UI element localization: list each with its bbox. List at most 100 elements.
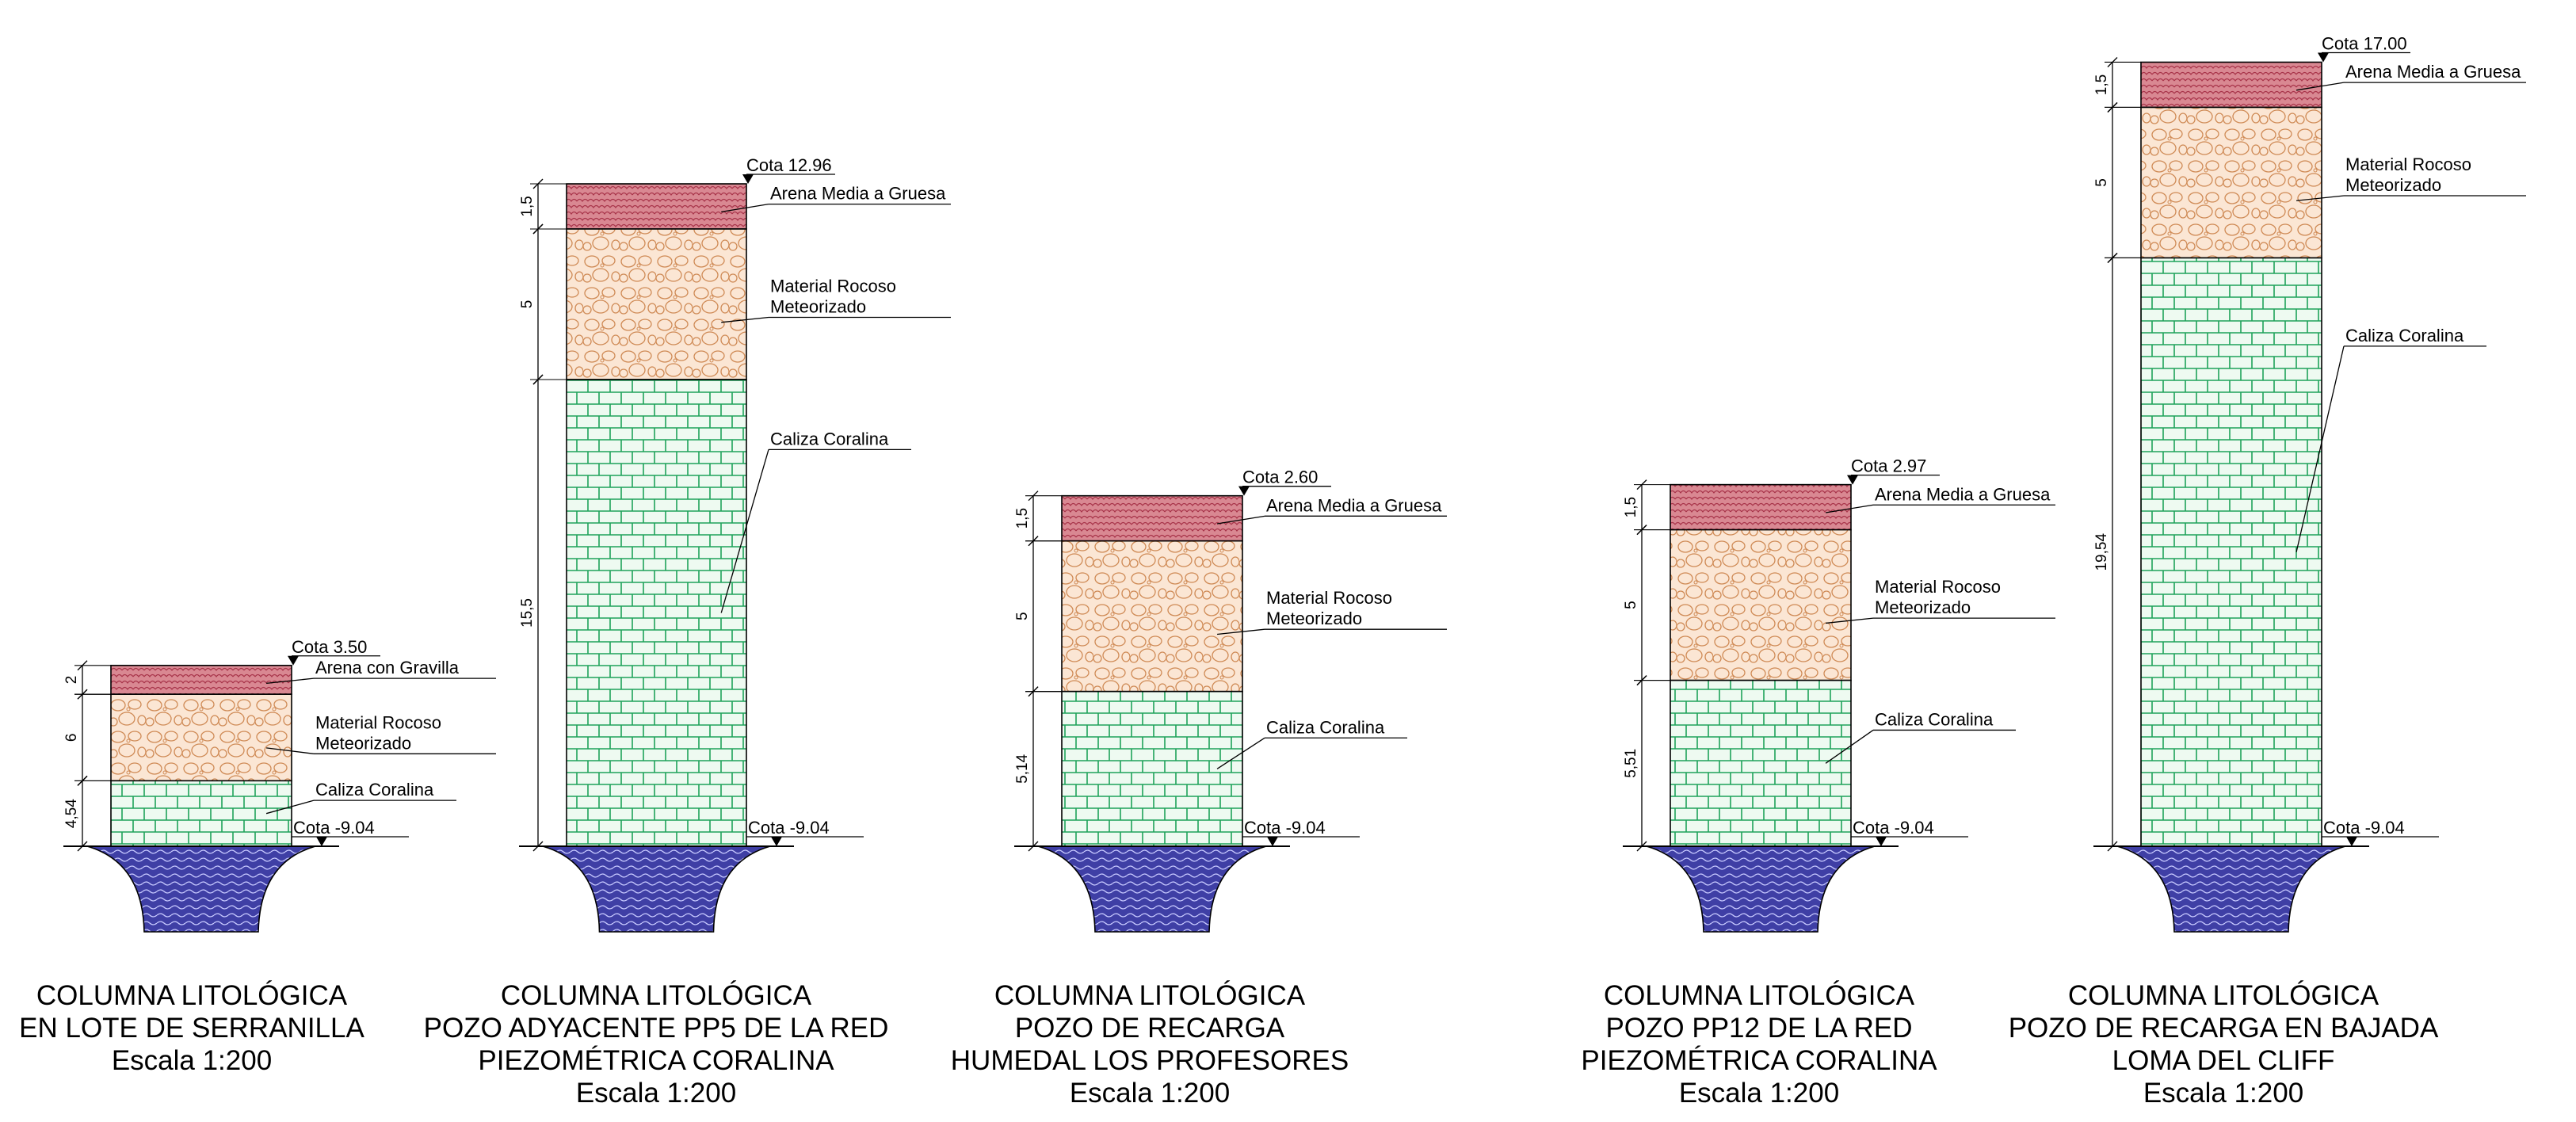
leader-line (1217, 628, 1265, 635)
leader-line (266, 677, 315, 684)
column-caption-line: COLUMNA LITOLÓGICA (994, 980, 1306, 1011)
layer-material (2140, 106, 2322, 259)
layer-name-label: Arena Media a Gruesa (2345, 62, 2521, 82)
elevation-marker (1267, 837, 1278, 846)
layer-name-label: Meteorizado (1875, 597, 1971, 617)
bottom-elevation-label: Cota -9.04 (2323, 818, 2405, 838)
layer-thickness-label: 5 (1014, 612, 1031, 620)
dimension-tick (1028, 686, 1039, 697)
column-caption-line: PIEZOMÉTRICA CORALINA (1581, 1045, 1937, 1076)
layer-name-label: Material Rocoso (2345, 155, 2471, 174)
layer-name-label: Meteorizado (770, 297, 866, 317)
column-caption-line: HUMEDAL LOS PROFESORES (951, 1045, 1349, 1076)
layer-caliza (110, 780, 292, 847)
layer-name-label: Caliza Coralina (315, 780, 434, 800)
layer-name-label: Arena Media a Gruesa (1266, 495, 1442, 515)
layer-caliza (1670, 679, 1852, 847)
layer-name-label: Caliza Coralina (770, 429, 889, 448)
bottom-elevation-label: Cota -9.04 (1244, 818, 1326, 838)
layer-arena (110, 664, 292, 695)
column-caption-line: Escala 1:200 (576, 1078, 736, 1109)
leader-line (1216, 515, 1265, 525)
top-elevation-label: Cota 2.97 (1851, 456, 1926, 476)
elevation-marker (2346, 837, 2357, 846)
column-caption-line: COLUMNA LITOLÓGICA (1604, 980, 1915, 1011)
layer-arena (566, 183, 747, 230)
dimension-tick (2107, 57, 2118, 67)
dimension-tick (1636, 525, 1647, 536)
layer-thickness-label: 5 (519, 300, 536, 309)
layer-name-label: Material Rocoso (1266, 588, 1392, 608)
leader-line (720, 449, 769, 613)
elevation-marker (1238, 486, 1250, 496)
layer-name-label: Caliza Coralina (1266, 717, 1385, 737)
layer-name-label: Arena Media a Gruesa (1875, 484, 2051, 504)
column-caption-line: EN LOTE DE SERRANILLA (19, 1013, 364, 1044)
leader-line (1825, 504, 1874, 513)
lithology-column-5: 1,5 Arena Media a Gruesa 5 Material RocosoM… (2009, 33, 2526, 1109)
column-caption-line: COLUMNA LITOLÓGICA (36, 980, 348, 1011)
layer-name-label: Meteorizado (315, 733, 411, 753)
elevation-marker (2318, 52, 2329, 63)
layer-thickness-label: 15,5 (519, 598, 536, 628)
column-caption-line: POZO ADYACENTE PP5 DE LA RED (424, 1013, 889, 1044)
layer-name-label: Caliza Coralina (1875, 709, 1994, 729)
bottom-elevation-label: Cota -9.04 (748, 818, 830, 838)
leader-line (265, 800, 315, 815)
column-caption-line: Escala 1:200 (2143, 1078, 2303, 1109)
layer-thickness-label: 6 (63, 733, 80, 742)
dimension-tick (77, 660, 88, 671)
layer-thickness-label: 19,54 (2093, 533, 2110, 571)
column-caption-line: LOMA DEL CLIFF (2112, 1045, 2335, 1076)
layer-material (110, 693, 292, 782)
aquifer-water-body (2116, 845, 2346, 933)
layer-caliza (2140, 257, 2322, 847)
dimension-tick (1636, 479, 1647, 490)
aquifer-water-body (1646, 845, 1876, 933)
dimension-tick (1028, 490, 1039, 502)
layer-arena (1061, 494, 1243, 542)
layer-thickness-label: 1,5 (519, 196, 536, 216)
leader-line (2296, 345, 2345, 552)
column-caption-line: COLUMNA LITOLÓGICA (501, 980, 812, 1011)
leader-line (1826, 617, 1874, 624)
dimension-tick (77, 775, 88, 786)
elevation-marker (1876, 837, 1887, 846)
layer-thickness-label: 1,5 (1623, 497, 1639, 517)
dimension-tick (1028, 536, 1039, 547)
top-elevation-label: Cota 2.60 (1242, 468, 1318, 487)
layer-name-label: Arena con Gravilla (315, 658, 460, 677)
layer-thickness-label: 2 (63, 676, 80, 685)
elevation-marker (288, 655, 299, 666)
column-caption-line: POZO DE RECARGA (1015, 1013, 1285, 1044)
layer-thickness-label: 5 (1623, 601, 1639, 609)
layer-arena (2140, 61, 2322, 109)
layer-thickness-label: 5 (2093, 178, 2110, 187)
dimension-tick (1636, 675, 1647, 686)
layer-caliza (1061, 690, 1243, 847)
layer-thickness-label: 4,54 (63, 799, 80, 828)
bottom-elevation-label: Cota -9.04 (1853, 818, 1934, 838)
leader-line (2296, 195, 2345, 201)
layer-thickness-label: 5,51 (1623, 749, 1639, 778)
leader-line (265, 747, 315, 754)
layer-material (1061, 540, 1243, 693)
column-caption-line: POZO PP12 DE LA RED (1605, 1013, 1912, 1044)
elevation-marker (771, 837, 782, 846)
dimension-tick (532, 374, 544, 385)
layer-name-label: Arena Media a Gruesa (770, 184, 946, 204)
lithology-column-1: 2 Arena con Gravilla 6 Material RocosoMeteo… (19, 637, 496, 1076)
bottom-elevation-label: Cota -9.04 (293, 818, 375, 838)
layer-thickness-label: 5,14 (1014, 754, 1031, 783)
layer-name-label: Meteorizado (2345, 175, 2441, 195)
aquifer-water-body (1037, 845, 1267, 933)
top-elevation-label: Cota 12.96 (746, 155, 832, 175)
dimension-tick (2107, 253, 2118, 263)
leader-line (721, 316, 769, 323)
column-caption-line: Escala 1:200 (1679, 1078, 1839, 1109)
top-elevation-label: Cota 17.00 (2322, 33, 2407, 53)
layer-arena (1670, 483, 1852, 531)
leader-line (1825, 729, 1874, 764)
layer-caliza (566, 379, 747, 847)
